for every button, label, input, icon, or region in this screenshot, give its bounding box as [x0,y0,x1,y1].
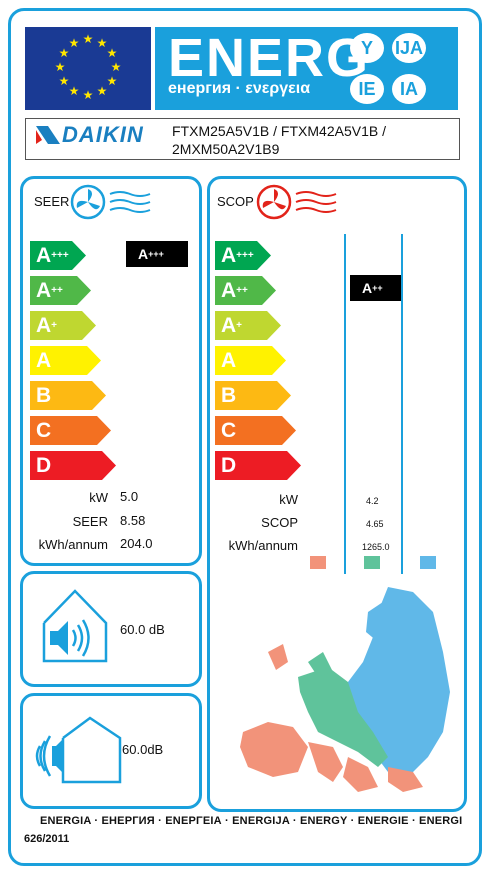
scop-class-sup: + [236,320,243,331]
svg-text:★: ★ [97,36,108,50]
seer-class-sup: +++ [51,250,69,261]
indoor-noise-value: 60.0 dB [120,622,165,637]
svg-text:★: ★ [107,74,118,88]
energy-title: ENERG [168,28,371,88]
svg-text:★: ★ [69,36,80,50]
scop-class-arrow: B [215,381,291,410]
seer-class-sup: + [51,320,58,331]
scop-class-arrow: A ++ [215,276,276,305]
seer-class-arrow: C [30,416,111,445]
scop-annum-value: 1265.0 [362,542,390,552]
scop-class-sup: +++ [236,250,254,261]
scop-class-arrow: C [215,416,296,445]
indoor-speaker-icon [40,583,110,668]
seer-class-arrow: A [30,346,101,375]
outdoor-noise-panel [20,693,202,809]
outdoor-noise-value: 60.0dB [122,742,163,757]
seer-kw-label: kW [89,490,108,505]
seer-rating-letter: A [138,246,149,262]
zone-divider [344,234,346,574]
seer-class-sup: ++ [51,285,63,296]
footer-regulation: 626/2011 [24,833,70,845]
seer-class-letter: C [36,418,52,442]
seer-class-letter: A [36,243,52,267]
seer-annum-value: 204.0 [120,536,153,551]
zone-divider [401,234,403,574]
language-circle: IA [392,74,426,104]
svg-text:★: ★ [83,88,94,102]
cooling-fan-icon [70,184,160,225]
scop-kw-value: 4.2 [366,496,379,506]
svg-text:★: ★ [59,74,70,88]
svg-text:★: ★ [59,46,70,60]
energy-subtitle: енергия · ενεργεια [168,80,311,97]
colder-zone-swatch [420,556,436,569]
scop-class-arrow: A [215,346,286,375]
scop-class-arrow: A +++ [215,241,271,270]
svg-text:★: ★ [55,60,66,74]
daikin-logo-icon [36,126,60,149]
scop-label: SCOP [217,194,254,209]
scop-class-letter: A [221,348,237,372]
language-circle: IE [350,74,384,104]
seer-class-arrow: A ++ [30,276,91,305]
scop-class-letter: A [221,243,237,267]
seer-rating-marker: A +++ [126,241,188,267]
seer-annum-label: kWh/annum [38,537,108,552]
scop-class-letter: D [221,453,237,477]
seer-class-letter: A [36,278,52,302]
model-line-2: 2MXM50A2V1B9 [172,141,280,157]
svg-text:★: ★ [69,84,80,98]
seer-class-arrow: D [30,451,116,480]
svg-text:★: ★ [111,60,122,74]
eu-flag: ★ ★ ★ ★ ★ ★ ★ ★ ★ ★ ★ ★ [25,27,151,110]
scop-rating-sup: ++ [372,283,383,293]
language-circle: Y [350,33,384,63]
average-zone-swatch [364,556,380,569]
scop-scop-value: 4.65 [366,519,384,529]
outdoor-speaker-icon [30,716,125,791]
svg-text:★: ★ [97,84,108,98]
model-line-1: FTXM25A5V1B / FTXM42A5V1B / [172,123,386,139]
seer-kw-value: 5.0 [120,489,139,504]
footer-languages: ENERGIA · ЕНЕРГИЯ · ΕΝΕΡΓΕΙΑ · ENERGIJA … [40,815,463,827]
svg-text:★: ★ [107,46,118,60]
seer-seer-label: SEER [72,514,108,529]
scop-class-sup: ++ [236,285,248,296]
brand-name: DAIKIN [62,122,144,147]
scop-class-arrow: D [215,451,301,480]
seer-class-letter: D [36,453,52,477]
warmer-zone-swatch [310,556,326,569]
seer-class-arrow: A + [30,311,96,340]
europe-climate-map [238,582,453,802]
scop-class-letter: A [221,313,237,337]
scop-annum-label: kWh/annum [228,538,298,553]
seer-class-letter: A [36,313,52,337]
eu-stars-icon: ★ ★ ★ ★ ★ ★ ★ ★ ★ ★ ★ ★ [55,32,122,102]
scop-class-letter: A [221,278,237,302]
seer-rating-sup: +++ [148,249,164,259]
scop-scop-label: SCOP [261,515,298,530]
svg-text:★: ★ [83,32,94,46]
outdoor-noise-unit: dB [147,742,164,757]
seer-class-arrow: B [30,381,106,410]
scop-kw-label: kW [279,492,298,507]
indoor-noise-panel [20,571,202,687]
seer-class-letter: B [36,383,52,407]
scop-class-letter: C [221,418,237,442]
seer-label: SEER [34,194,70,209]
seer-seer-value: 8.58 [120,513,146,528]
outdoor-noise-number: 60.0 [122,742,148,757]
heating-fan-icon [256,184,346,225]
scop-rating-marker: A ++ [350,275,401,301]
supplier-row [25,118,460,160]
scop-rating-letter: A [362,280,373,296]
seer-class-letter: A [36,348,52,372]
scop-class-arrow: A + [215,311,281,340]
language-circle: IJA [392,33,426,63]
scop-class-letter: B [221,383,237,407]
